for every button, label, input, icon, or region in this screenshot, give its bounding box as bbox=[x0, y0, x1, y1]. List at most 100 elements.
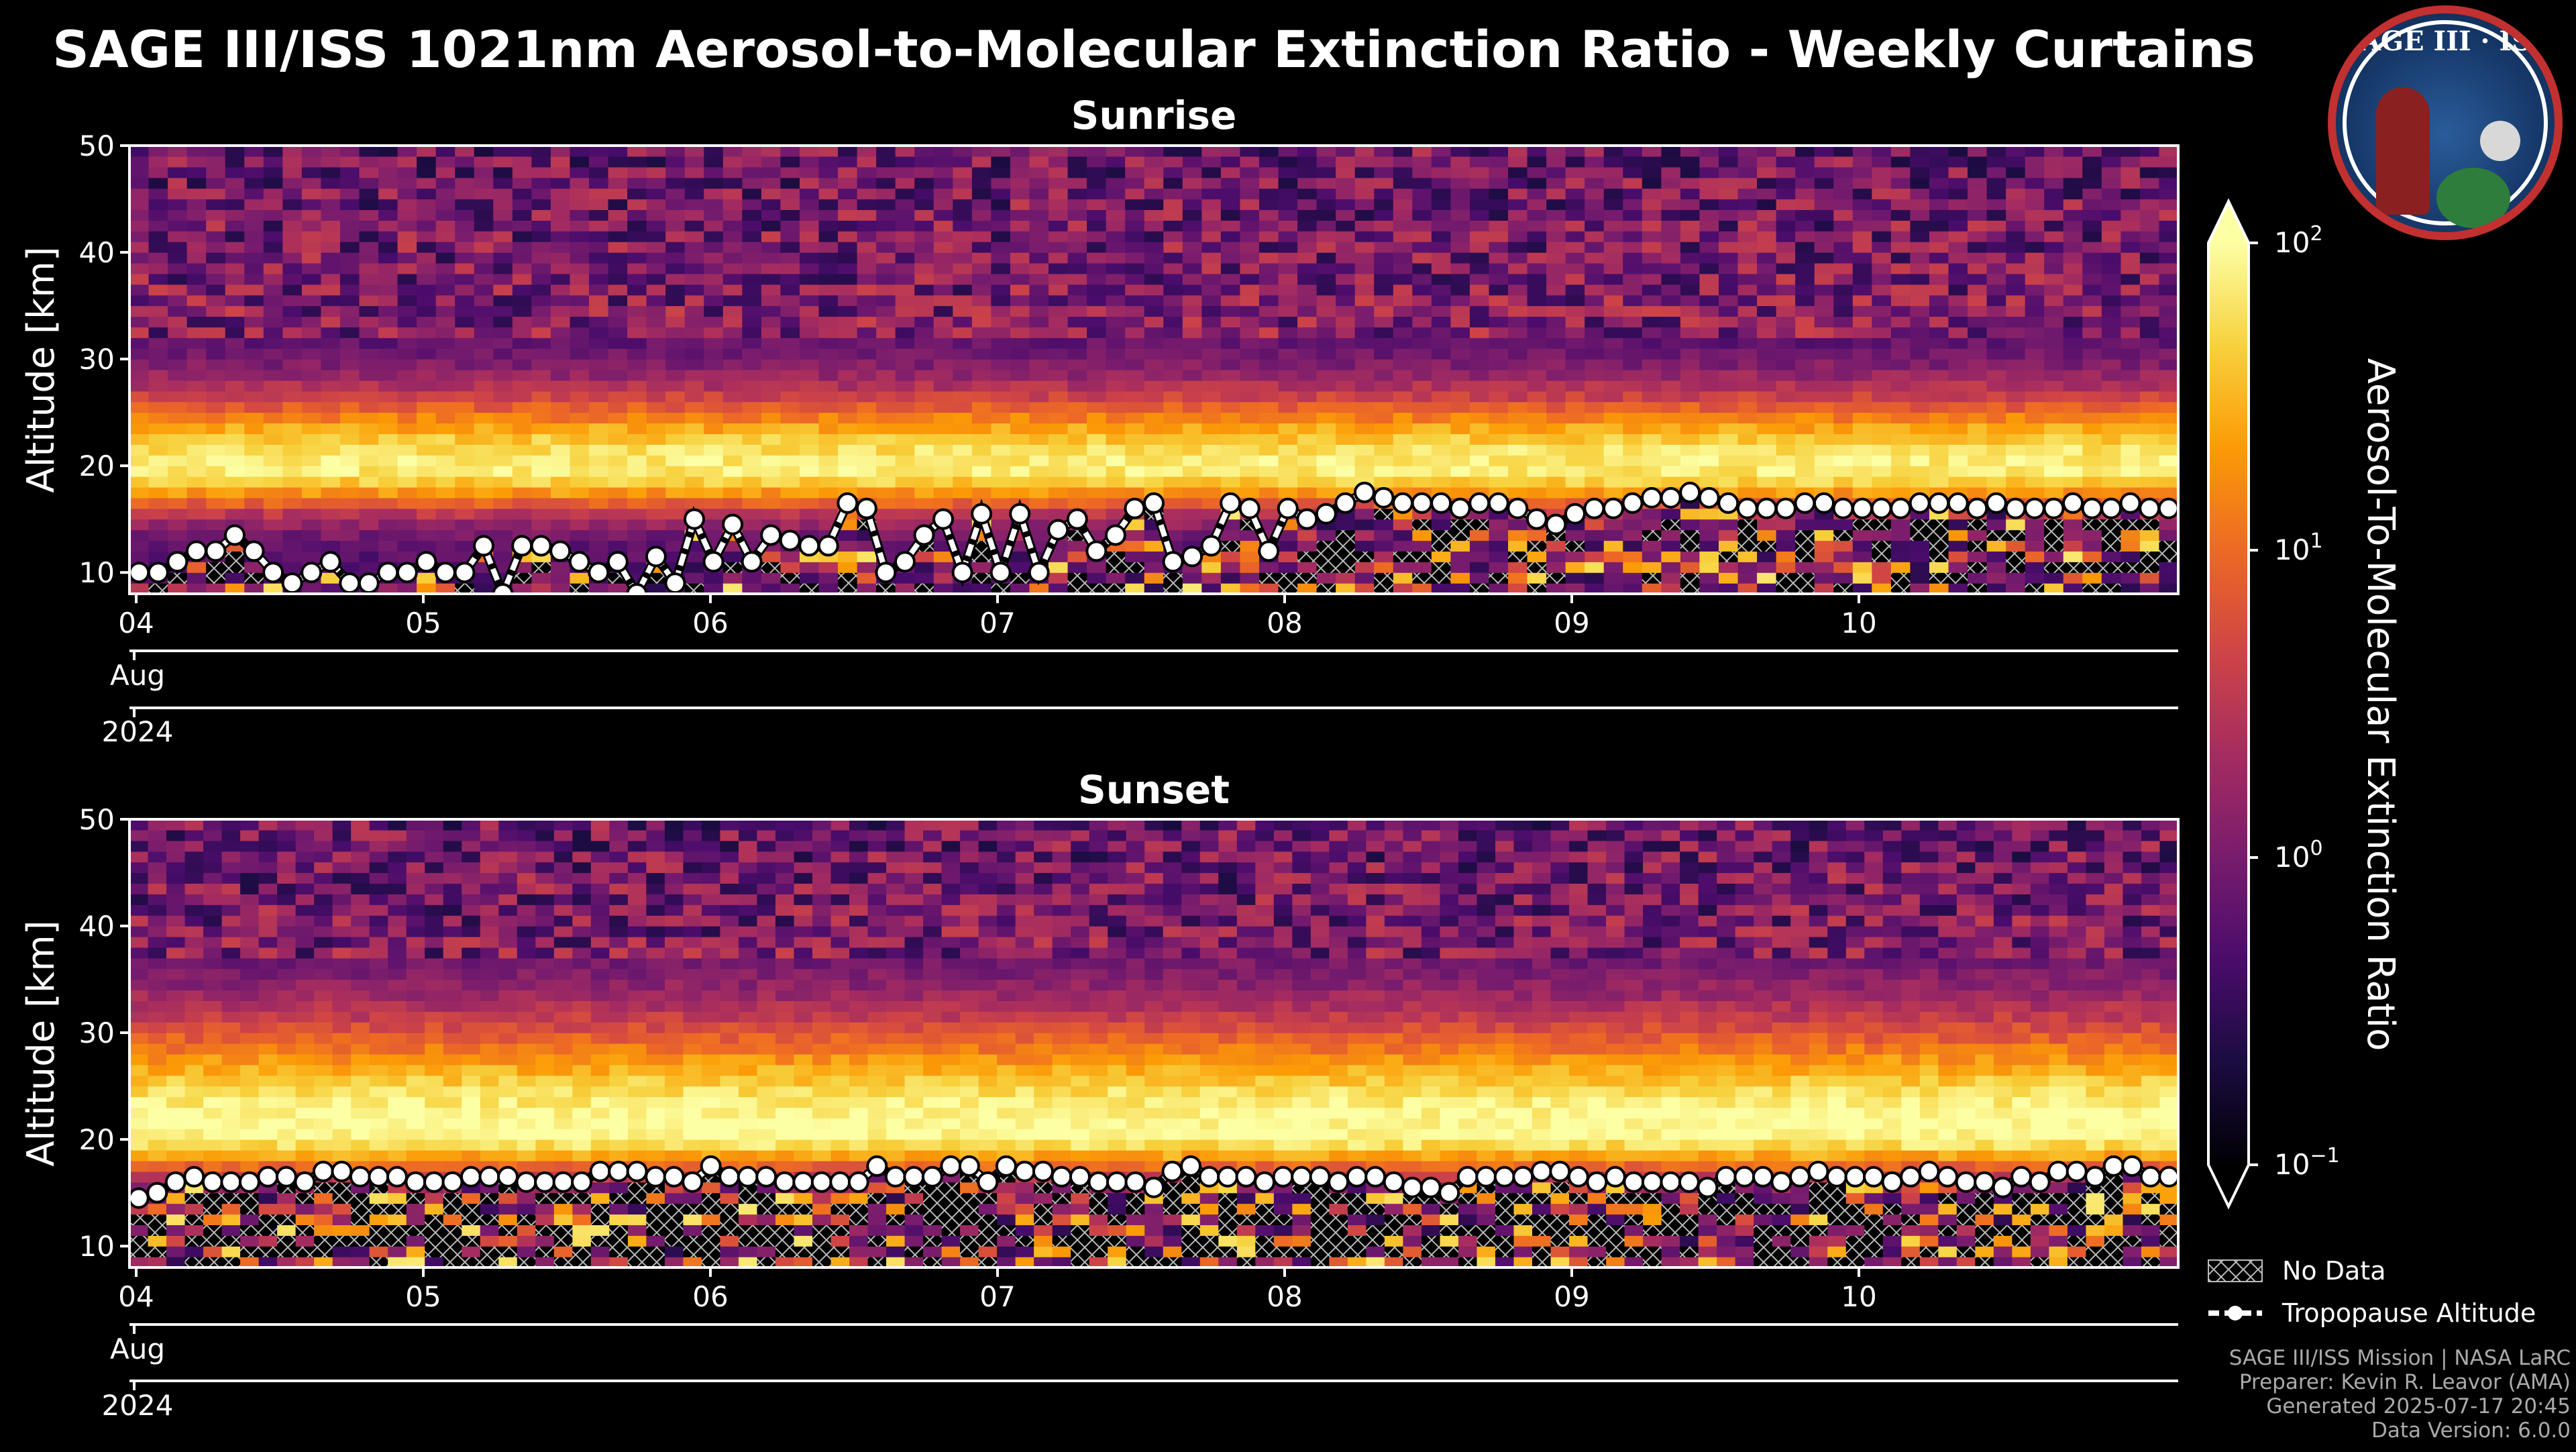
heat-cell bbox=[168, 167, 187, 178]
heat-cell bbox=[857, 316, 877, 327]
heat-cell bbox=[1240, 199, 1259, 211]
heat-cell bbox=[244, 509, 264, 520]
heat-cell bbox=[2121, 209, 2140, 221]
heat-cell bbox=[360, 562, 379, 573]
heat-cell bbox=[321, 231, 340, 242]
heat-cell bbox=[1029, 220, 1049, 231]
heat-cell bbox=[1355, 316, 1375, 327]
heat-cell bbox=[2159, 263, 2178, 274]
heat-cell bbox=[378, 167, 398, 178]
heat-cell bbox=[1968, 423, 1987, 435]
heat-cell bbox=[1795, 327, 1815, 338]
no-data-cell bbox=[1929, 572, 1949, 584]
heat-cell bbox=[1240, 444, 1259, 456]
heat-cell bbox=[934, 413, 953, 424]
heat-cell bbox=[1719, 295, 1738, 307]
heat-cell bbox=[203, 1097, 222, 1108]
heat-cell bbox=[259, 1129, 278, 1140]
heat-cell bbox=[1757, 338, 1776, 349]
heat-cell bbox=[589, 242, 608, 253]
heat-cell bbox=[2121, 359, 2140, 370]
heat-cell bbox=[455, 444, 474, 456]
heat-cell bbox=[1259, 209, 1279, 221]
heat-cell bbox=[244, 519, 264, 531]
heat-cell bbox=[129, 455, 149, 466]
heat-cell bbox=[1815, 167, 1834, 178]
heat-cell bbox=[1450, 263, 1470, 274]
heat-cell bbox=[914, 413, 934, 424]
heat-cell bbox=[277, 1150, 296, 1161]
heat-cell bbox=[1201, 423, 1221, 435]
no-data-cell bbox=[2082, 562, 2102, 573]
heat-cell bbox=[1699, 156, 1719, 168]
heat-cell bbox=[1144, 391, 1164, 403]
heat-cell bbox=[1642, 306, 1662, 317]
heat-cell bbox=[240, 873, 259, 884]
heat-cell bbox=[531, 509, 551, 520]
heat-cell bbox=[1393, 380, 1413, 392]
heat-cell bbox=[1948, 433, 1968, 445]
heat-cell bbox=[2006, 466, 2025, 477]
heat-cell bbox=[551, 295, 570, 307]
heat-cell bbox=[149, 263, 168, 274]
heat-cell bbox=[1757, 519, 1776, 531]
heat-cell bbox=[259, 1193, 278, 1204]
heat-cell bbox=[2025, 167, 2045, 178]
heat-cell bbox=[321, 316, 340, 327]
heat-cell bbox=[1029, 413, 1049, 424]
heat-cell bbox=[148, 1139, 167, 1151]
heat-cell bbox=[1795, 178, 1815, 189]
heat-cell bbox=[321, 295, 340, 307]
heat-cell bbox=[436, 444, 455, 456]
tropopause-point bbox=[1719, 494, 1737, 513]
y-tick-label: 20 bbox=[79, 450, 115, 482]
heat-cell bbox=[513, 220, 532, 231]
heat-cell bbox=[570, 509, 589, 520]
heat-cell bbox=[2140, 167, 2159, 178]
heat-cell bbox=[2063, 444, 2083, 456]
heat-cell bbox=[2082, 370, 2102, 381]
heat-cell bbox=[1757, 156, 1776, 168]
heat-cell bbox=[259, 915, 278, 927]
heat-cell bbox=[1144, 380, 1164, 392]
heat-cell bbox=[1546, 476, 1566, 488]
heat-cell bbox=[340, 498, 360, 509]
heat-cell bbox=[474, 444, 494, 456]
heat-cell bbox=[1661, 252, 1680, 264]
heat-cell bbox=[129, 380, 149, 392]
heat-cell bbox=[129, 904, 148, 916]
heat-cell bbox=[1853, 252, 1872, 264]
heat-cell bbox=[1489, 167, 1508, 178]
heat-cell bbox=[1815, 146, 1834, 157]
heat-cell bbox=[1183, 199, 1202, 211]
heat-cell bbox=[417, 295, 436, 307]
heat-cell bbox=[1948, 252, 1968, 264]
heat-cell bbox=[2082, 402, 2102, 413]
heat-cell bbox=[1776, 433, 1796, 445]
heat-cell bbox=[168, 433, 187, 445]
heat-cell bbox=[398, 433, 417, 445]
heat-cell bbox=[1872, 359, 1891, 370]
heat-cell bbox=[206, 231, 225, 242]
heat-cell bbox=[1412, 284, 1432, 296]
heat-cell bbox=[1240, 455, 1259, 466]
heat-cell bbox=[1853, 242, 1872, 253]
heat-cell bbox=[896, 370, 915, 381]
heat-cell bbox=[1393, 391, 1413, 403]
heat-cell bbox=[129, 519, 149, 531]
heat-cell bbox=[1163, 178, 1183, 189]
heat-cell bbox=[417, 220, 436, 231]
heat-cell bbox=[953, 284, 972, 296]
heat-cell bbox=[148, 1065, 167, 1076]
heat-cell bbox=[972, 178, 991, 189]
heat-cell bbox=[914, 466, 934, 477]
heat-cell bbox=[1508, 263, 1527, 274]
heat-cell bbox=[2063, 156, 2083, 168]
heat-cell bbox=[2159, 252, 2178, 264]
heat-cell bbox=[149, 316, 168, 327]
heat-cell bbox=[742, 327, 761, 338]
heat-cell bbox=[493, 263, 513, 274]
heat-cell bbox=[1259, 455, 1279, 466]
heat-cell bbox=[187, 423, 207, 435]
heat-cell bbox=[896, 189, 915, 200]
